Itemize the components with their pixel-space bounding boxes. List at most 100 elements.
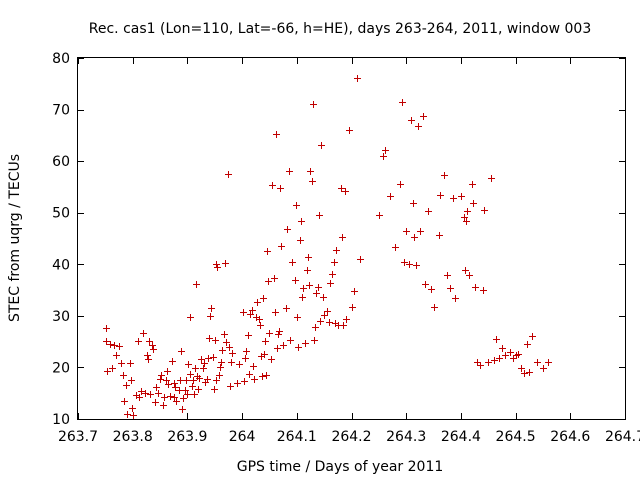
data-point — [195, 386, 202, 393]
data-point — [242, 355, 249, 362]
data-point — [431, 304, 438, 311]
y-tick-label: 10 — [52, 412, 70, 428]
data-point — [144, 352, 151, 359]
data-point — [274, 345, 281, 352]
data-point — [408, 117, 415, 124]
data-point — [406, 261, 413, 268]
data-point — [297, 237, 304, 244]
data-point — [411, 234, 418, 241]
data-point — [305, 254, 312, 261]
data-point — [208, 305, 215, 312]
data-point — [160, 402, 167, 409]
data-point — [123, 382, 130, 389]
data-point — [147, 391, 154, 398]
data-point — [206, 335, 213, 342]
data-point — [382, 147, 389, 154]
data-point — [146, 338, 153, 345]
data-point — [464, 208, 471, 215]
data-point — [269, 182, 276, 189]
data-point — [210, 354, 217, 361]
data-point — [496, 355, 503, 362]
data-point — [481, 207, 488, 214]
data-point — [140, 330, 147, 337]
data-point — [317, 318, 324, 325]
data-point — [107, 341, 114, 348]
data-point — [480, 287, 487, 294]
data-point — [315, 284, 322, 291]
data-point — [461, 214, 468, 221]
data-point — [135, 338, 142, 345]
data-point — [136, 394, 143, 401]
data-point — [256, 316, 263, 323]
data-point — [466, 272, 473, 279]
data-point — [201, 360, 208, 367]
x-tick-label: 263.9 — [167, 429, 207, 445]
data-point — [415, 123, 422, 130]
data-point — [326, 319, 333, 326]
data-point — [245, 332, 252, 339]
data-point — [165, 381, 172, 388]
data-point — [346, 127, 353, 134]
data-point — [420, 113, 427, 120]
data-point — [510, 355, 517, 362]
data-point — [463, 218, 470, 225]
data-point — [342, 188, 349, 195]
data-point — [142, 390, 149, 397]
data-point — [223, 339, 230, 346]
y-tick-label: 30 — [52, 309, 70, 325]
data-point — [488, 175, 495, 182]
data-point — [189, 383, 196, 390]
data-point — [193, 281, 200, 288]
data-point — [318, 142, 325, 149]
data-point — [299, 294, 306, 301]
data-point — [502, 352, 509, 359]
data-point — [204, 376, 211, 383]
data-point — [338, 185, 345, 192]
data-point — [262, 338, 269, 345]
data-point — [241, 378, 248, 385]
y-tick-label: 20 — [52, 360, 70, 376]
data-point — [444, 272, 451, 279]
chart-title: Rec. cas1 (Lon=110, Lat=-66, h=HE), days… — [89, 21, 591, 37]
data-point — [176, 387, 183, 394]
data-point — [333, 247, 340, 254]
data-point — [485, 359, 492, 366]
data-point — [340, 322, 347, 329]
data-point — [178, 348, 185, 355]
data-point — [286, 168, 293, 175]
data-point — [293, 202, 300, 209]
data-point — [306, 282, 313, 289]
data-point — [250, 363, 257, 370]
data-point — [307, 168, 314, 175]
x-axis-ticks: 263.7 263.8 263.9 264 264.1 264.2 264.3 264.4 26… — [58, 58, 640, 445]
data-point — [524, 341, 531, 348]
data-point — [205, 355, 212, 362]
data-point — [183, 377, 190, 384]
data-point — [218, 359, 225, 366]
data-point — [327, 280, 334, 287]
data-point — [354, 75, 361, 82]
data-point — [310, 101, 317, 108]
data-point — [329, 271, 336, 278]
data-point — [491, 357, 498, 364]
data-point — [103, 338, 110, 345]
data-point — [113, 352, 120, 359]
data-point — [185, 361, 192, 368]
data-point — [127, 360, 134, 367]
data-point — [397, 181, 404, 188]
data-point — [277, 185, 284, 192]
data-point — [462, 267, 469, 274]
data-point — [331, 259, 338, 266]
data-point — [298, 218, 305, 225]
data-point — [227, 383, 234, 390]
x-tick-label: 264.6 — [550, 429, 590, 445]
data-point — [263, 372, 270, 379]
data-point — [118, 360, 125, 367]
data-point — [234, 380, 241, 387]
data-point — [507, 349, 514, 356]
data-point — [403, 228, 410, 235]
data-point — [469, 181, 476, 188]
data-point — [228, 359, 235, 366]
data-point — [521, 370, 528, 377]
data-point — [177, 377, 184, 384]
